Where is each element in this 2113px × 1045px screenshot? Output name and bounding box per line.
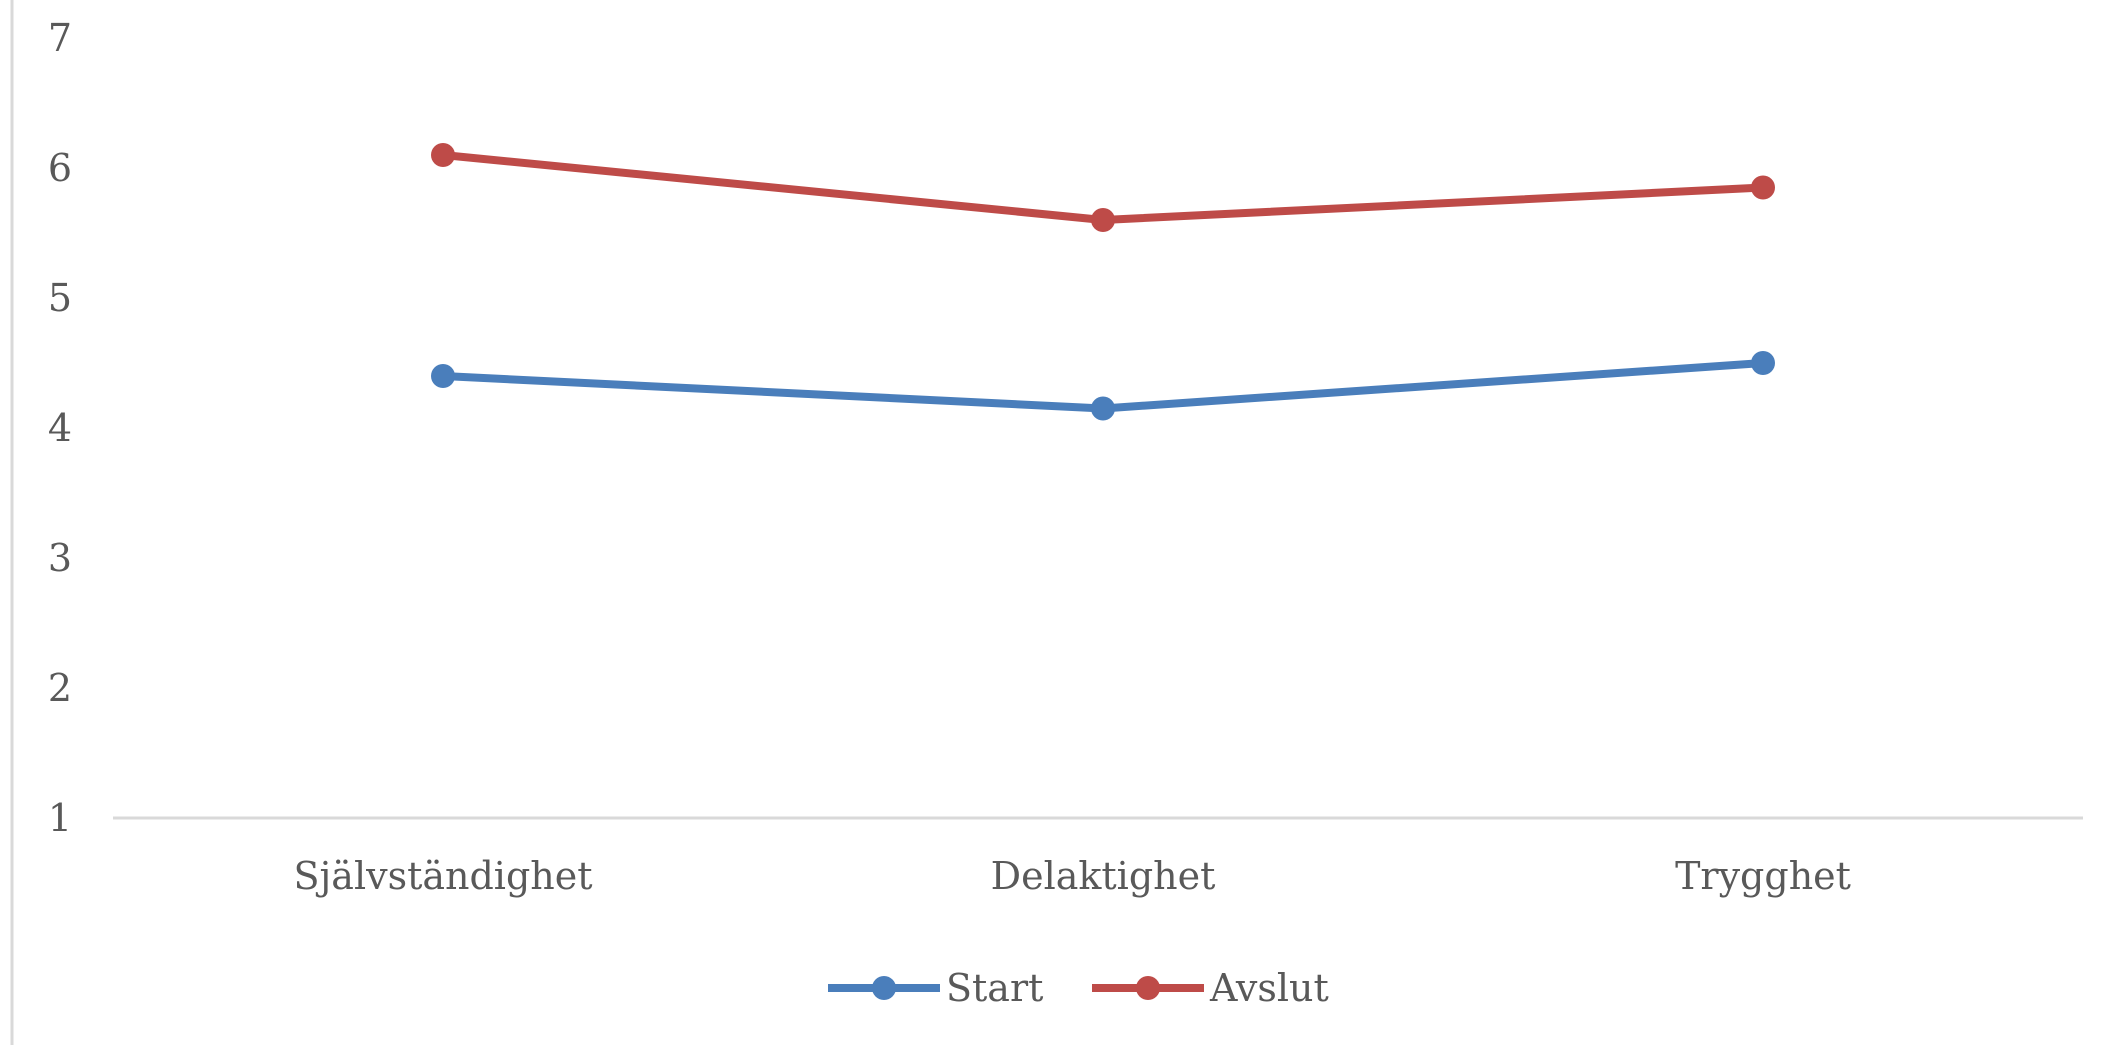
y-axis: 1 2 3 4 5 6 7 — [48, 16, 72, 840]
series-start — [431, 351, 1775, 421]
legend-marker — [1136, 976, 1160, 1000]
data-point — [431, 364, 455, 388]
data-point — [1091, 208, 1115, 232]
legend-entry: Avslut — [1092, 966, 1329, 1010]
y-tick-label: 1 — [48, 796, 72, 840]
data-point — [1091, 396, 1115, 421]
data-point — [1751, 351, 1775, 375]
x-tick-label: Självständighet — [293, 854, 592, 898]
series-layer — [431, 143, 1775, 421]
x-tick-label: Delaktighet — [991, 854, 1216, 898]
y-tick-label: 5 — [48, 276, 72, 320]
legend-entry: Start — [828, 966, 1043, 1010]
legend-label: Start — [946, 966, 1043, 1010]
y-tick-label: 7 — [48, 16, 72, 60]
data-point — [1751, 175, 1775, 200]
legend-label: Avslut — [1209, 966, 1329, 1010]
x-tick-label: Trygghet — [1675, 854, 1851, 898]
x-axis: Självständighet Delaktighet Trygghet — [293, 854, 1850, 898]
series-avslut — [431, 143, 1775, 232]
y-tick-label: 2 — [48, 666, 72, 710]
y-tick-label: 3 — [48, 536, 72, 580]
data-point — [431, 143, 455, 167]
y-tick-label: 6 — [48, 146, 72, 190]
legend: Start Avslut — [828, 966, 1329, 1010]
y-tick-label: 4 — [48, 406, 72, 450]
legend-marker — [872, 976, 896, 1000]
